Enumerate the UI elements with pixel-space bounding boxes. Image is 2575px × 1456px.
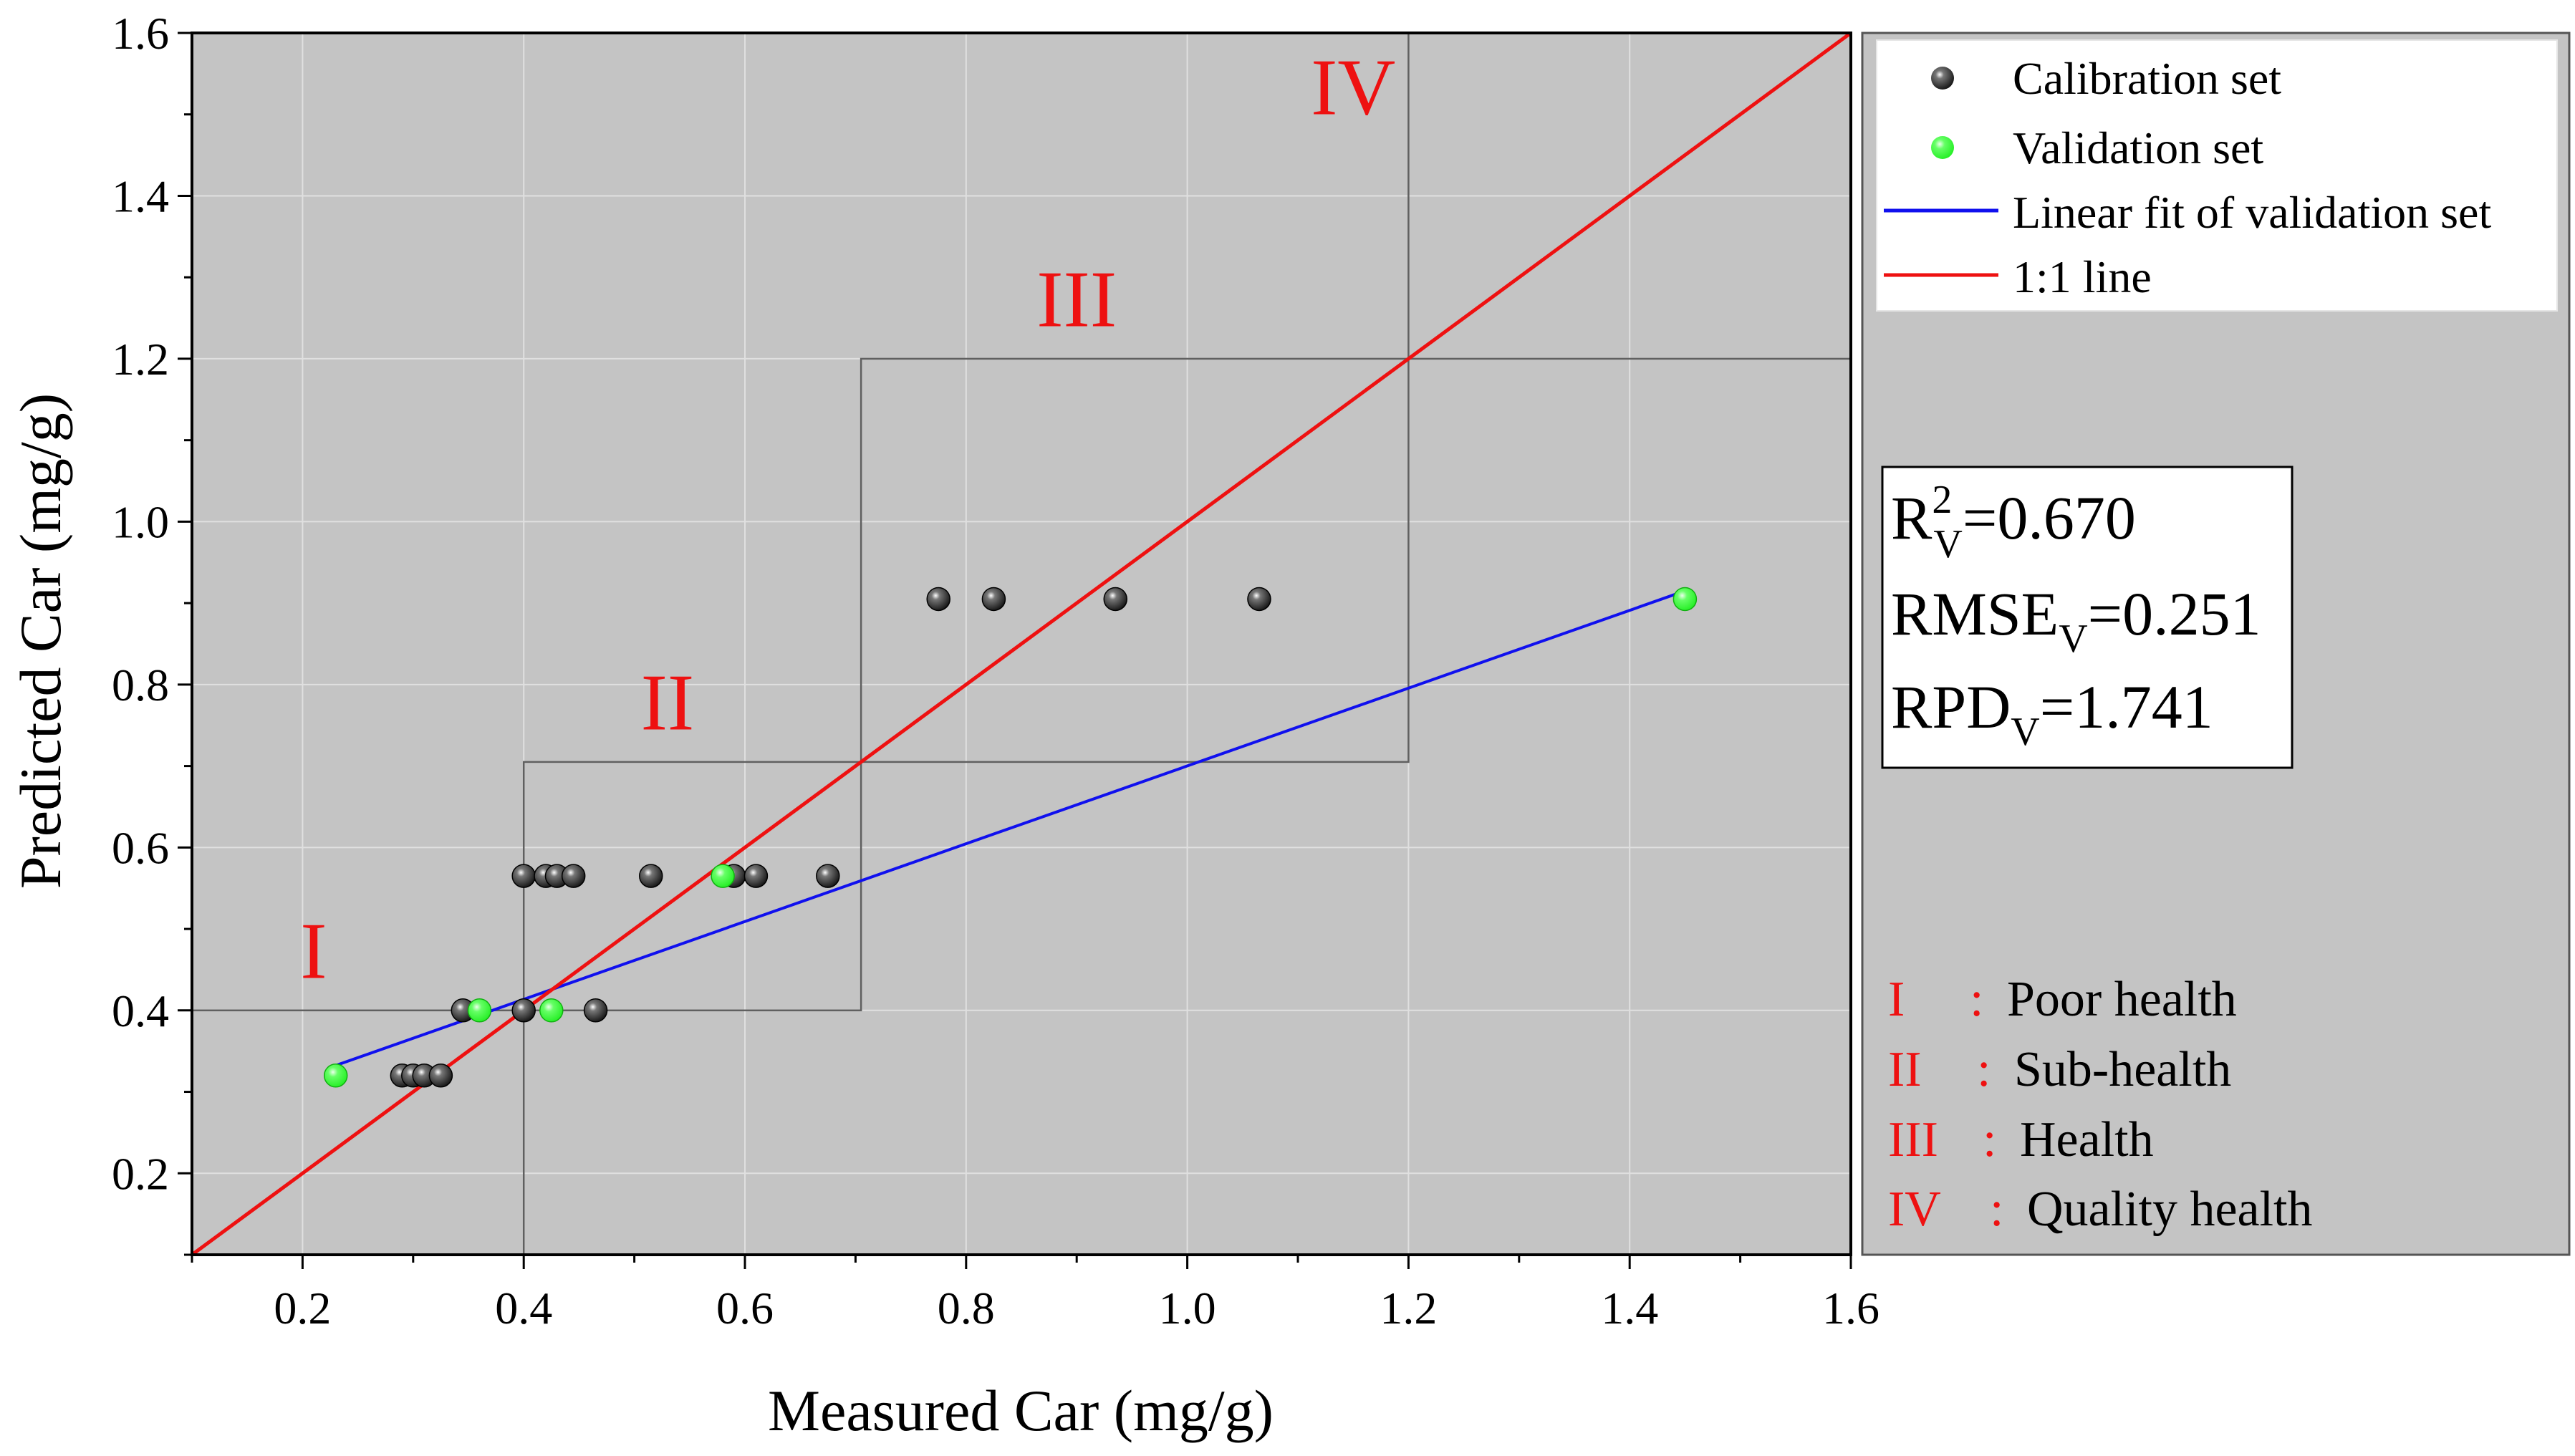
- calibration-point: [743, 864, 769, 888]
- health-key: I: Poor health II: Sub-health III: Health IV: Q…: [1888, 972, 2313, 1237]
- calibration-point: [1103, 587, 1127, 612]
- y-tick-label: 1.0: [112, 496, 169, 547]
- legend-box: [1876, 39, 2558, 312]
- x-tick-label: 1.0: [1159, 1283, 1216, 1334]
- legend-label: Calibration set: [2013, 53, 2281, 104]
- validation-point: [467, 998, 492, 1023]
- calibration-point: [816, 864, 840, 888]
- key-numeral: I: [1888, 972, 1905, 1027]
- region-box: [860, 357, 1410, 763]
- region-label: IV: [1311, 44, 1395, 132]
- axes: 0.2 0.4 0.6 0.8 1.0 1.2 1.4 1.6 0.2 0.4 0.6 0.8 1.0 1…: [112, 8, 1879, 1334]
- x-ticks: [191, 1255, 1852, 1269]
- key-separator: :: [1970, 972, 1983, 1027]
- scatter-points: [323, 587, 1698, 1088]
- key-description: Quality health: [2027, 1182, 2313, 1237]
- key-numeral: IV: [1888, 1182, 1941, 1237]
- y-tick-label: 0.8: [112, 660, 169, 710]
- x-tick-label: 1.6: [1822, 1283, 1879, 1334]
- fit-lines: [192, 33, 1851, 1255]
- stats-frame: [1881, 466, 2294, 769]
- region-label: I: [300, 907, 327, 995]
- validation-point: [323, 1064, 348, 1088]
- y-tick-label: 0.4: [112, 985, 169, 1036]
- key-description: Health: [2020, 1112, 2154, 1167]
- calibration-point: [1247, 587, 1271, 612]
- stat-value: =0.670: [1963, 483, 2136, 552]
- calibration-point: [561, 864, 586, 888]
- legend-calibration-marker: [1931, 67, 1954, 90]
- stat-subscript: V: [2059, 617, 2087, 661]
- identity-line: [192, 33, 1851, 1255]
- y-ticks: [178, 32, 192, 1256]
- stat-value: =0.251: [2088, 579, 2261, 648]
- rmse-stat: RMSEV=0.251: [1891, 579, 2261, 661]
- validation-point: [711, 864, 735, 888]
- stat-superscript: 2: [1932, 478, 1952, 522]
- stat-prefix: RMSE: [1891, 579, 2059, 648]
- key-numeral: II: [1888, 1042, 1922, 1097]
- x-tick-label: 0.8: [938, 1283, 995, 1334]
- key-description: Poor health: [2007, 972, 2237, 1027]
- legend-label: Linear fit of validation set: [2013, 187, 2491, 238]
- stat-subscript: V: [1933, 522, 1962, 567]
- calibration-point: [428, 1064, 453, 1088]
- legend-label: 1:1 line: [2013, 251, 2152, 302]
- key-separator: :: [1983, 1112, 1996, 1167]
- plot-frame: [191, 32, 1852, 1256]
- x-tick-label: 1.4: [1601, 1283, 1658, 1334]
- rpd-stat: RPDV=1.741: [1891, 672, 2213, 754]
- x-tick-label: 0.4: [495, 1283, 552, 1334]
- y-axis-label: Predicted Car (mg/g): [8, 393, 73, 889]
- calibration-point: [926, 587, 950, 612]
- legend-validation-marker: [1931, 136, 1954, 159]
- region-label: II: [641, 658, 695, 747]
- region-label: III: [1036, 255, 1117, 344]
- validation-point: [539, 998, 564, 1023]
- x-tick-label: 1.2: [1380, 1283, 1437, 1334]
- y-tick-label: 1.6: [112, 8, 169, 59]
- stat-value: =1.741: [2040, 672, 2213, 741]
- key-separator: :: [1977, 1042, 1991, 1097]
- stat-subscript: V: [2011, 710, 2039, 754]
- y-tick-label: 0.6: [112, 822, 169, 873]
- key-separator: :: [1990, 1182, 2003, 1237]
- validation-point: [1672, 587, 1698, 612]
- y-tick-label: 0.2: [112, 1148, 169, 1199]
- key-description: Sub-health: [2014, 1042, 2231, 1097]
- key-numeral: III: [1888, 1112, 1938, 1167]
- stat-prefix: RPD: [1891, 672, 2011, 741]
- r2-stat: R2 V=0.670: [1891, 478, 2136, 567]
- x-axis-label: Measured Car (mg/g): [768, 1378, 1274, 1443]
- x-tick-label: 0.6: [716, 1283, 774, 1334]
- calibration-point: [511, 864, 536, 888]
- calibration-point: [511, 998, 536, 1023]
- x-tick-label: 0.2: [274, 1283, 331, 1334]
- calibration-point: [639, 864, 663, 888]
- y-tick-label: 1.2: [112, 334, 169, 385]
- legend-label: Validation set: [2013, 122, 2263, 173]
- y-tick-label: 1.4: [112, 170, 169, 221]
- calibration-point: [981, 587, 1006, 612]
- calibration-point: [583, 998, 608, 1023]
- stat-prefix: R: [1891, 483, 1933, 552]
